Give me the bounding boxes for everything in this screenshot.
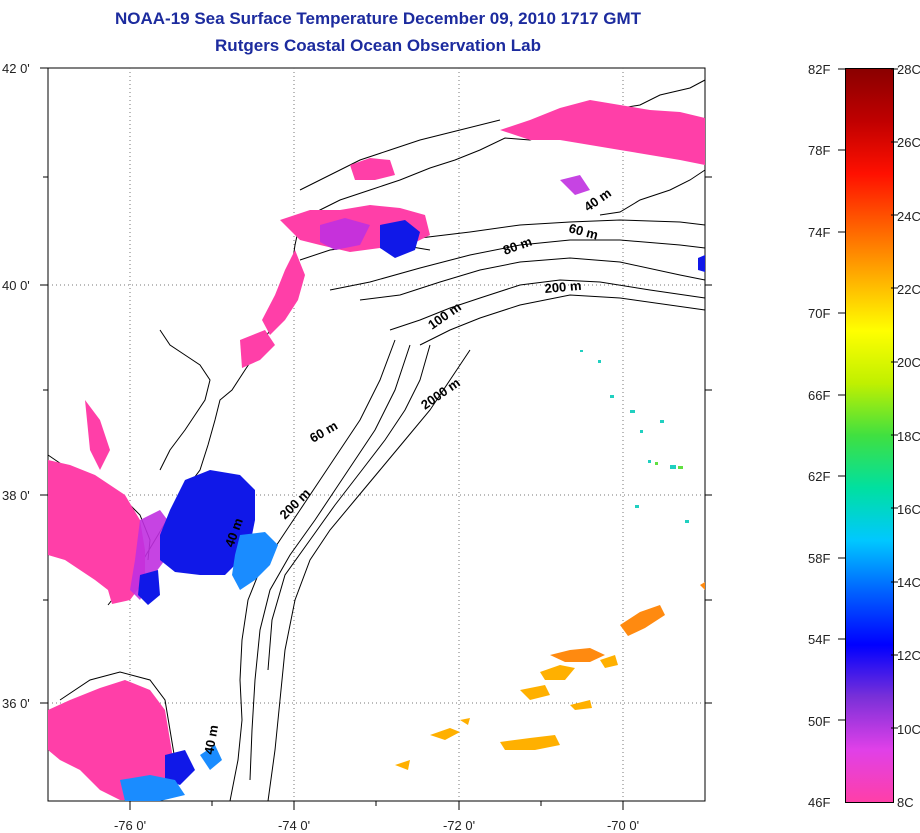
colorbar-fahrenheit-label: 58F xyxy=(808,550,831,566)
colorbar-celsius-label: 22C xyxy=(897,281,920,297)
contour-label: 80 m xyxy=(501,234,534,258)
colorbar-celsius-label: 26C xyxy=(897,135,920,151)
x-tick-label: -76 0' xyxy=(113,818,147,833)
graticule xyxy=(48,68,705,801)
colorbar-fahrenheit-label: 70F xyxy=(808,306,831,322)
tick-marks xyxy=(40,67,712,810)
contour-label: 200 m xyxy=(277,485,314,522)
colorbar-fahrenheit-label: 66F xyxy=(808,387,831,403)
x-tick-label: -74 0' xyxy=(277,818,311,833)
temperature-colorbar xyxy=(845,68,894,803)
contour-label: 2000 m xyxy=(418,375,463,413)
colorbar-celsius-label: 14C xyxy=(897,575,920,591)
colorbar-celsius-label: 20C xyxy=(897,355,920,371)
colorbar-celsius-label: 8C xyxy=(897,795,914,810)
colorbar-fahrenheit-label: 82F xyxy=(808,62,831,77)
colorbar-celsius-label: 18C xyxy=(897,428,920,444)
colorbar-fahrenheit-label: 46F xyxy=(808,795,831,810)
colorbar-celsius-label: 24C xyxy=(897,208,920,224)
map-subtitle: Rutgers Coastal Ocean Observation Lab xyxy=(215,36,541,55)
contour-label: 200 m xyxy=(544,278,582,296)
y-tick-label: 40 0' xyxy=(2,278,30,293)
sst-data xyxy=(48,100,705,801)
contour-label: 60 m xyxy=(307,418,340,446)
contour-label: 60 m xyxy=(567,220,600,242)
colorbar-celsius-label: 10C xyxy=(897,721,920,737)
x-tick-label: -70 0' xyxy=(606,818,640,833)
contour-label: 100 m xyxy=(425,299,464,332)
y-tick-label: 36 0' xyxy=(2,696,30,711)
colorbar-fahrenheit-label: 78F xyxy=(808,143,831,159)
y-tick-label: 38 0' xyxy=(2,488,30,503)
colorbar-celsius-label: 28C xyxy=(897,62,920,77)
y-tick-label: 42 0' xyxy=(2,61,30,76)
contour-label: 40 m xyxy=(201,724,221,756)
colorbar-fahrenheit-label: 54F xyxy=(808,632,831,648)
colorbar-celsius-label: 16C xyxy=(897,501,920,517)
colorbar-fahrenheit-label: 74F xyxy=(808,224,831,240)
colorbar-celsius-label: 12C xyxy=(897,648,920,664)
colorbar-fahrenheit-label: 50F xyxy=(808,713,831,729)
x-tick-label: -72 0' xyxy=(442,818,476,833)
map-title: NOAA-19 Sea Surface Temperature December… xyxy=(115,9,641,28)
colorbar-fahrenheit-label: 62F xyxy=(808,469,831,485)
